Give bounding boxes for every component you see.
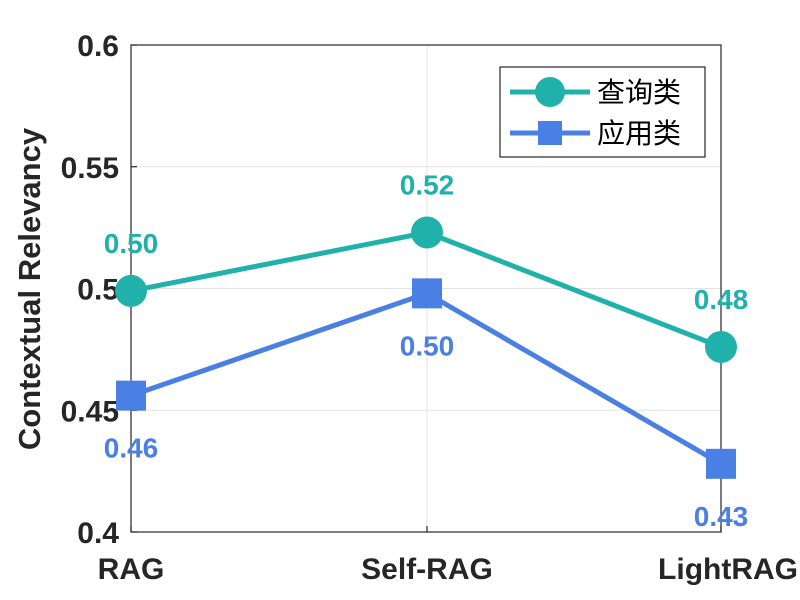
legend-marker-query — [535, 77, 565, 107]
y-axis-label: Contextual Relevancy — [12, 127, 47, 450]
y-tick-label-2: 0.5 — [77, 274, 119, 307]
x-tick-label-1: Self-RAG — [361, 553, 493, 586]
series-1: 0.46 0.50 0.43 — [104, 278, 749, 532]
data-label-1-1: 0.50 — [400, 330, 455, 361]
series-layer: 0.50 0.52 0.48 0.46 0.50 0.43 — [104, 169, 749, 531]
data-label-0-0: 0.50 — [104, 228, 159, 259]
legend-label-query: 查询类 — [597, 76, 681, 109]
y-tick-label-0: 0.4 — [77, 517, 119, 550]
y-tick-label-3: 0.55 — [61, 152, 119, 185]
data-point-1-0 — [116, 380, 146, 411]
x-tick-label-0: RAG — [98, 553, 165, 586]
legend-label-application: 应用类 — [597, 117, 681, 150]
series-0: 0.50 0.52 0.48 — [104, 169, 749, 363]
data-label-1-2: 0.43 — [694, 501, 749, 532]
data-point-1-1 — [412, 278, 442, 309]
data-point-1-2 — [706, 448, 736, 479]
legend-box — [499, 66, 706, 158]
data-label-0-1: 0.52 — [400, 169, 455, 200]
data-point-0-1 — [411, 216, 443, 249]
data-point-0-2 — [705, 330, 737, 363]
y-tick-label-1: 0.45 — [61, 395, 119, 428]
legend-entry-query: 查询类 — [510, 76, 681, 109]
y-axis-ticks: 0.4 0.45 0.5 0.55 0.6 — [61, 30, 137, 550]
series-line-1 — [130, 290, 723, 466]
data-label-1-0: 0.46 — [104, 433, 159, 464]
legend: 查询类 应用类 — [499, 66, 706, 158]
y-tick-label-4: 0.6 — [77, 30, 119, 63]
legend-marker-application — [538, 121, 562, 145]
data-point-0-0 — [115, 274, 147, 307]
data-label-0-2: 0.48 — [694, 284, 749, 315]
x-axis-ticks: RAG Self-RAG LightRAG — [98, 526, 798, 586]
x-tick-label-2: LightRAG — [658, 553, 798, 586]
legend-entry-application: 应用类 — [510, 117, 681, 150]
